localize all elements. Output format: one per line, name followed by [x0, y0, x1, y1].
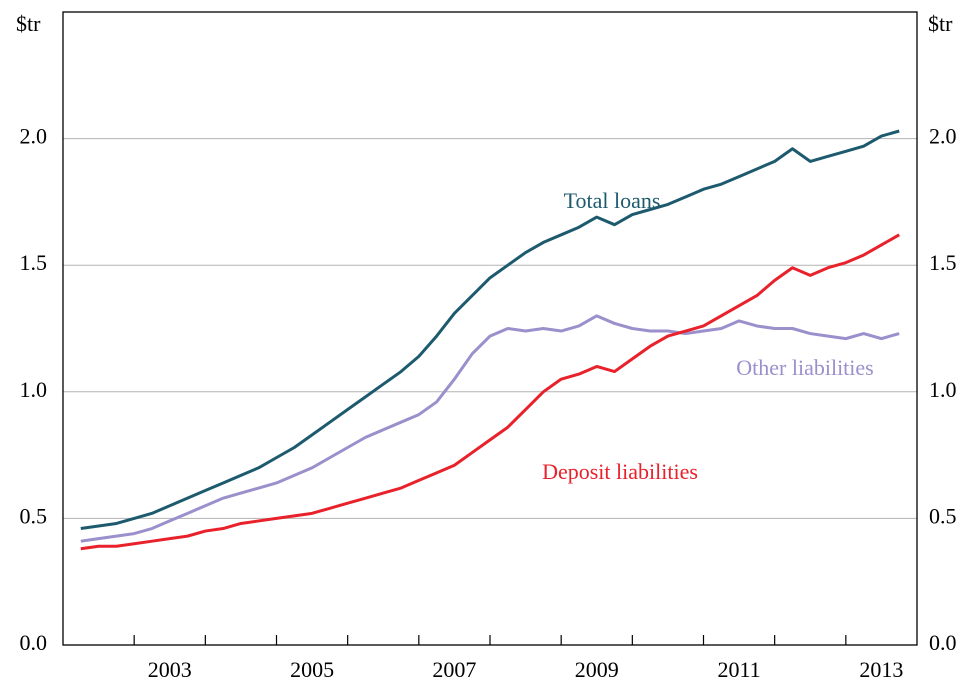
- series-label: Total loans: [564, 188, 661, 213]
- x-tick-label: 2013: [859, 657, 903, 682]
- y-tick-label: 1.5: [20, 250, 48, 275]
- y-tick-label: 1.0: [20, 377, 48, 402]
- series-line: [80, 314, 900, 543]
- x-tick-label: 2009: [575, 657, 619, 682]
- y2-tick-label: 1.0: [929, 377, 957, 402]
- series-line: [80, 129, 900, 531]
- y-tick-label: 0.0: [20, 630, 48, 655]
- series-label: Other liabilities: [736, 355, 873, 380]
- y2-tick-label: 0.0: [929, 630, 957, 655]
- x-tick-label: 2007: [432, 657, 476, 682]
- y2-tick-label: 1.5: [929, 250, 957, 275]
- series-label: Deposit liabilities: [542, 459, 698, 484]
- y-tick-label: 2.0: [20, 124, 48, 149]
- y2-tick-label: 2.0: [929, 124, 957, 149]
- y2-tick-label: 0.5: [929, 503, 957, 528]
- y2-axis-label: $tr: [928, 11, 953, 36]
- x-tick-label: 2005: [290, 657, 334, 682]
- series-line: [80, 233, 900, 551]
- x-tick-label: 2003: [148, 657, 192, 682]
- x-tick-label: 2011: [717, 657, 760, 682]
- y-axis-label: $tr: [16, 11, 41, 36]
- plot-frame: [62, 11, 918, 646]
- y-tick-label: 0.5: [20, 503, 48, 528]
